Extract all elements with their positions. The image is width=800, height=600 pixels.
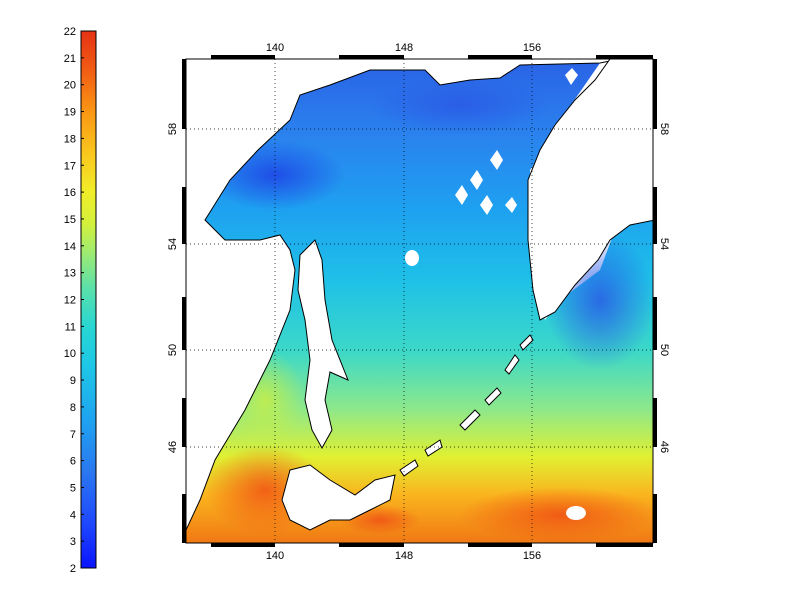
lat-label-left: 50 bbox=[167, 344, 179, 356]
kuril-islands bbox=[399, 334, 534, 477]
warm-region bbox=[460, 487, 653, 543]
colorbar-tick-label: 22 bbox=[64, 26, 76, 38]
colorbar-tick-label: 13 bbox=[64, 268, 76, 280]
colorbar-tick-label: 4 bbox=[70, 509, 76, 521]
hokkaido-island bbox=[281, 464, 396, 531]
mainland-land bbox=[186, 59, 640, 531]
colorbar: 22 21 20 19 18 17 16 15 14 13 12 11 10 9 8 7 6 5 4 3 2 bbox=[64, 26, 97, 575]
lat-label-right: 58 bbox=[658, 123, 670, 135]
colorbar-ticks: 22 21 20 19 18 17 16 15 14 13 12 11 10 9 8 7 6 5 4 3 2 bbox=[64, 26, 84, 575]
colorbar-tick-label: 21 bbox=[64, 53, 76, 65]
kamchatka-peninsula bbox=[527, 59, 653, 321]
lat-label-right: 54 bbox=[658, 238, 670, 250]
lon-label-top: 140 bbox=[266, 42, 284, 54]
colorbar-tick-label: 20 bbox=[64, 80, 76, 92]
colorbar-tick-label: 19 bbox=[64, 107, 76, 119]
missing-data-patches bbox=[405, 68, 586, 520]
colorbar-tick-label: 5 bbox=[70, 482, 76, 494]
map-border-ticks bbox=[182, 55, 657, 547]
lon-label-top: 148 bbox=[395, 42, 413, 54]
lat-label-left: 54 bbox=[167, 238, 179, 250]
colorbar-tick-label: 12 bbox=[64, 295, 76, 307]
colorbar-tick-label: 6 bbox=[70, 456, 76, 468]
colorbar-tick-label: 16 bbox=[64, 187, 76, 199]
graticule bbox=[186, 59, 653, 543]
lon-label-bottom: 156 bbox=[523, 550, 541, 562]
colorbar-tick-label: 8 bbox=[70, 402, 76, 414]
colorbar-tick-label: 3 bbox=[70, 536, 76, 548]
sakhalin-island bbox=[297, 239, 349, 450]
colorbar-tick-label: 9 bbox=[70, 375, 76, 387]
lon-label-bottom: 140 bbox=[266, 550, 284, 562]
lat-label-left: 46 bbox=[167, 441, 179, 453]
lon-label-top: 156 bbox=[523, 42, 541, 54]
colorbar-tick-label: 10 bbox=[64, 348, 76, 360]
lat-label-left: 58 bbox=[167, 123, 179, 135]
colorbar-tick-label: 17 bbox=[64, 160, 76, 172]
colorbar-tick-label: 11 bbox=[65, 321, 76, 333]
cold-region bbox=[370, 75, 550, 135]
colorbar-tick-label: 15 bbox=[64, 214, 76, 226]
colorbar-tick-label: 7 bbox=[70, 429, 76, 441]
lat-label-right: 46 bbox=[658, 441, 670, 453]
lon-label-bottom: 148 bbox=[395, 550, 413, 562]
colorbar-tick-label: 2 bbox=[70, 563, 76, 575]
colorbar-gradient bbox=[81, 31, 96, 568]
lat-label-right: 50 bbox=[658, 344, 670, 356]
map-panel: 140 148 156 140 148 156 58 54 50 46 58 5… bbox=[167, 42, 670, 562]
colorbar-tick-label: 18 bbox=[64, 133, 76, 145]
colorbar-tick-label: 14 bbox=[64, 241, 76, 253]
